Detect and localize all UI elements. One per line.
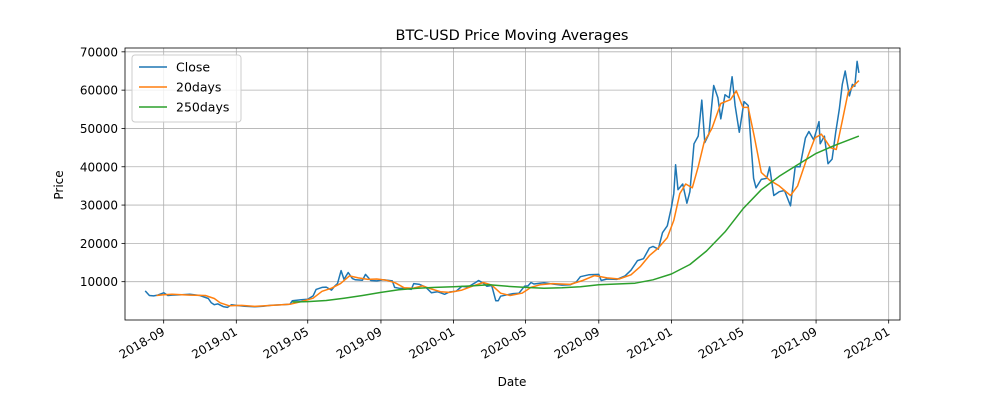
- series-layer: [144, 60, 860, 309]
- plot-frame: [124, 47, 901, 321]
- x-tick-label: 2020-05: [479, 324, 529, 361]
- x-axis: 2018-09 2019-01 2019-05 2019-09 2020-01 2020-…: [117, 320, 892, 362]
- x-tick-label: 2019-01: [189, 324, 239, 361]
- y-tick-label: 60000: [80, 84, 118, 98]
- x-tick-label: 2021-01: [625, 324, 675, 361]
- legend: Close 20days 250days: [131, 54, 242, 123]
- y-axis: 10000 20000 30000 40000 50000 60000 70000: [80, 45, 125, 289]
- y-tick-label: 50000: [80, 122, 118, 136]
- x-tick-label: 2022-01: [842, 324, 892, 361]
- series-line-close: [144, 60, 860, 309]
- x-tick-label: 2018-09: [117, 324, 167, 361]
- y-axis-label: Price: [52, 170, 66, 199]
- x-tick-label: 2019-09: [334, 324, 384, 361]
- y-tick-label: 30000: [80, 199, 118, 213]
- x-tick-label: 2021-09: [769, 324, 819, 361]
- x-tick-label: 2020-01: [407, 324, 457, 361]
- y-tick-label: 20000: [80, 237, 118, 251]
- y-tick-label: 40000: [80, 160, 118, 174]
- x-axis-label: Date: [498, 375, 527, 389]
- series-line-20days: [156, 80, 860, 308]
- y-tick-label: 10000: [80, 275, 118, 289]
- legend-label: Close: [176, 60, 210, 75]
- x-tick-label: 2021-05: [696, 324, 746, 361]
- y-tick-label: 70000: [80, 45, 118, 59]
- chart-title: BTC-USD Price Moving Averages: [396, 28, 629, 44]
- legend-label: 20days: [176, 80, 221, 95]
- x-tick-label: 2019-05: [261, 324, 311, 361]
- legend-label: 250days: [176, 100, 229, 115]
- x-tick-label: 2020-09: [552, 324, 602, 361]
- series-line-250days: [292, 135, 860, 303]
- legend-box: [131, 54, 242, 123]
